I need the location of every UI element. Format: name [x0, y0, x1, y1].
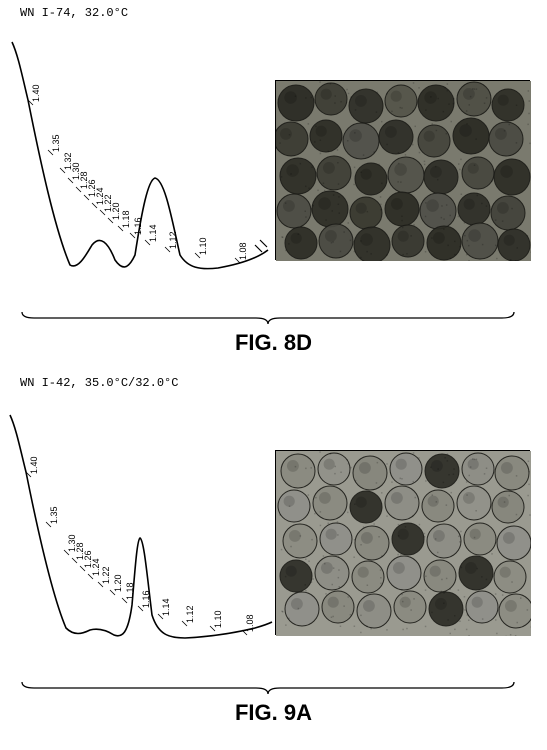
axis-tick-label: 1.22: [101, 566, 111, 584]
figure-block-0: WN I-74, 32.0°C 1.401.351.321.301.281.26…: [0, 0, 547, 360]
figure-panel: 1.401.351.321.301.281.261.241.221.201.18…: [0, 20, 547, 290]
axis-tick-label: 1.12: [168, 231, 178, 249]
grouping-brace: [18, 680, 518, 701]
sample-label: WN I-74, 32.0°C: [20, 6, 128, 20]
axis-tick-label: 1.20: [113, 574, 123, 592]
axis-tick-label: 1.12: [185, 605, 195, 623]
sample-label: WN I-42, 35.0°C/32.0°C: [20, 376, 178, 390]
figure-caption: FIG. 8D: [0, 330, 547, 356]
axis-tick-label: 1.10: [213, 610, 223, 628]
figure-panel: 1.401.351.301.281.261.241.221.201.181.16…: [0, 390, 547, 660]
axis-tick-label: 1.14: [148, 224, 158, 242]
grouping-brace: [18, 310, 518, 331]
spectrum-chart: [0, 390, 280, 660]
axis-tick-label: 1.35: [49, 506, 59, 524]
axis-tick-label: 1.08: [238, 242, 248, 260]
axis-tick-label: 1.40: [29, 456, 39, 474]
axis-tick-label: 1.18: [125, 582, 135, 600]
micrograph-image: [275, 80, 530, 260]
axis-tick-label: 1.35: [51, 134, 61, 152]
axis-tick-label: 1.08: [245, 614, 255, 632]
axis-tick-label: 1.40: [31, 84, 41, 102]
axis-tick-label: 1.20: [111, 202, 121, 220]
micrograph-image: [275, 450, 530, 635]
axis-tick-label: 1.16: [133, 217, 143, 235]
axis-tick-label: 1.14: [161, 598, 171, 616]
axis-tick-label: 1.10: [198, 237, 208, 255]
figure-block-1: WN I-42, 35.0°C/32.0°C 1.401.351.301.281…: [0, 370, 547, 730]
axis-tick-label: 1.24: [91, 558, 101, 576]
axis-tick-label: 1.16: [141, 590, 151, 608]
axis-tick-label: 1.18: [121, 210, 131, 228]
figure-caption: FIG. 9A: [0, 700, 547, 726]
